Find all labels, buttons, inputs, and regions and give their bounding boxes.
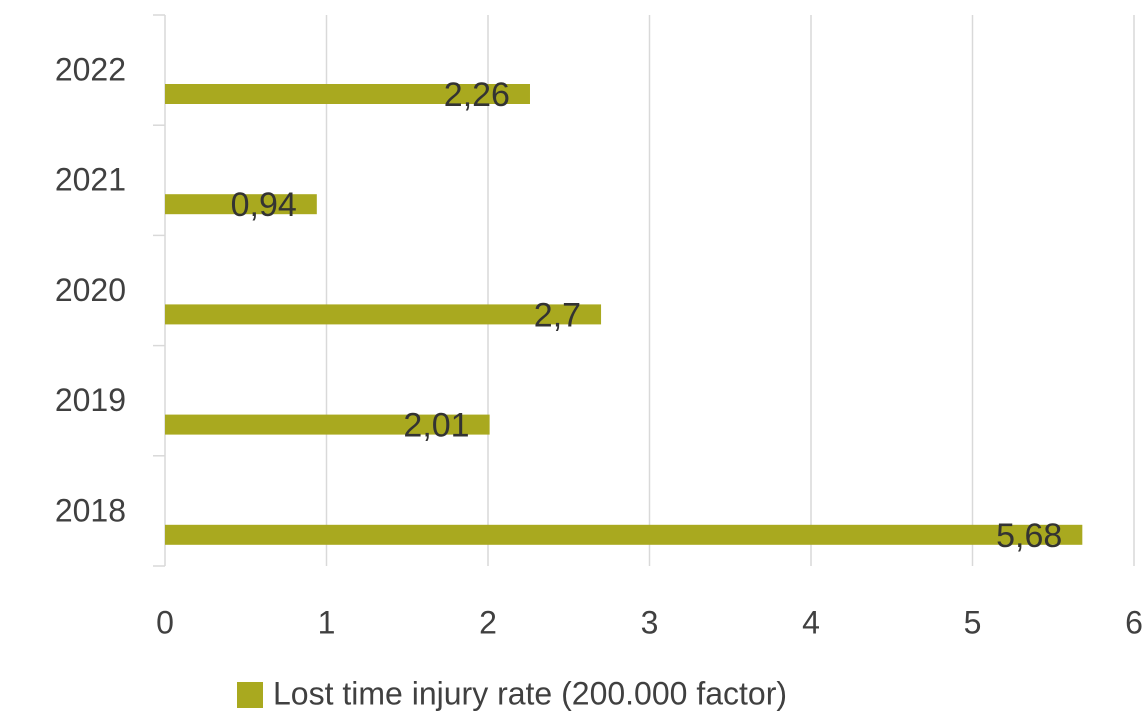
data-label: 0,94 — [231, 186, 297, 224]
bar — [165, 194, 317, 215]
bar — [165, 414, 490, 435]
bar — [165, 304, 602, 325]
x-tick-label: 2 — [479, 604, 497, 640]
data-label: 2,7 — [534, 296, 581, 334]
y-tick-label: 2021 — [55, 162, 126, 198]
y-tick-label: 2022 — [55, 51, 126, 87]
data-label: 5,68 — [996, 517, 1062, 555]
x-tick-label: 4 — [802, 604, 820, 640]
y-tick-label: 2018 — [55, 492, 126, 528]
x-tick-label: 3 — [641, 604, 659, 640]
bar — [165, 84, 530, 104]
bar — [165, 524, 1083, 545]
data-label: 2,01 — [403, 407, 469, 445]
y-tick-label: 2019 — [55, 382, 126, 418]
y-tick-label: 2020 — [55, 272, 126, 308]
x-tick-label: 6 — [1125, 604, 1142, 640]
x-tick-label: 0 — [156, 604, 174, 640]
x-tick-label: 5 — [964, 604, 982, 640]
legend-label: Lost time injury rate (200.000 factor) — [273, 675, 787, 711]
legend-swatch — [237, 682, 263, 708]
x-tick-label: 1 — [318, 604, 336, 640]
data-label: 2,26 — [444, 76, 510, 114]
